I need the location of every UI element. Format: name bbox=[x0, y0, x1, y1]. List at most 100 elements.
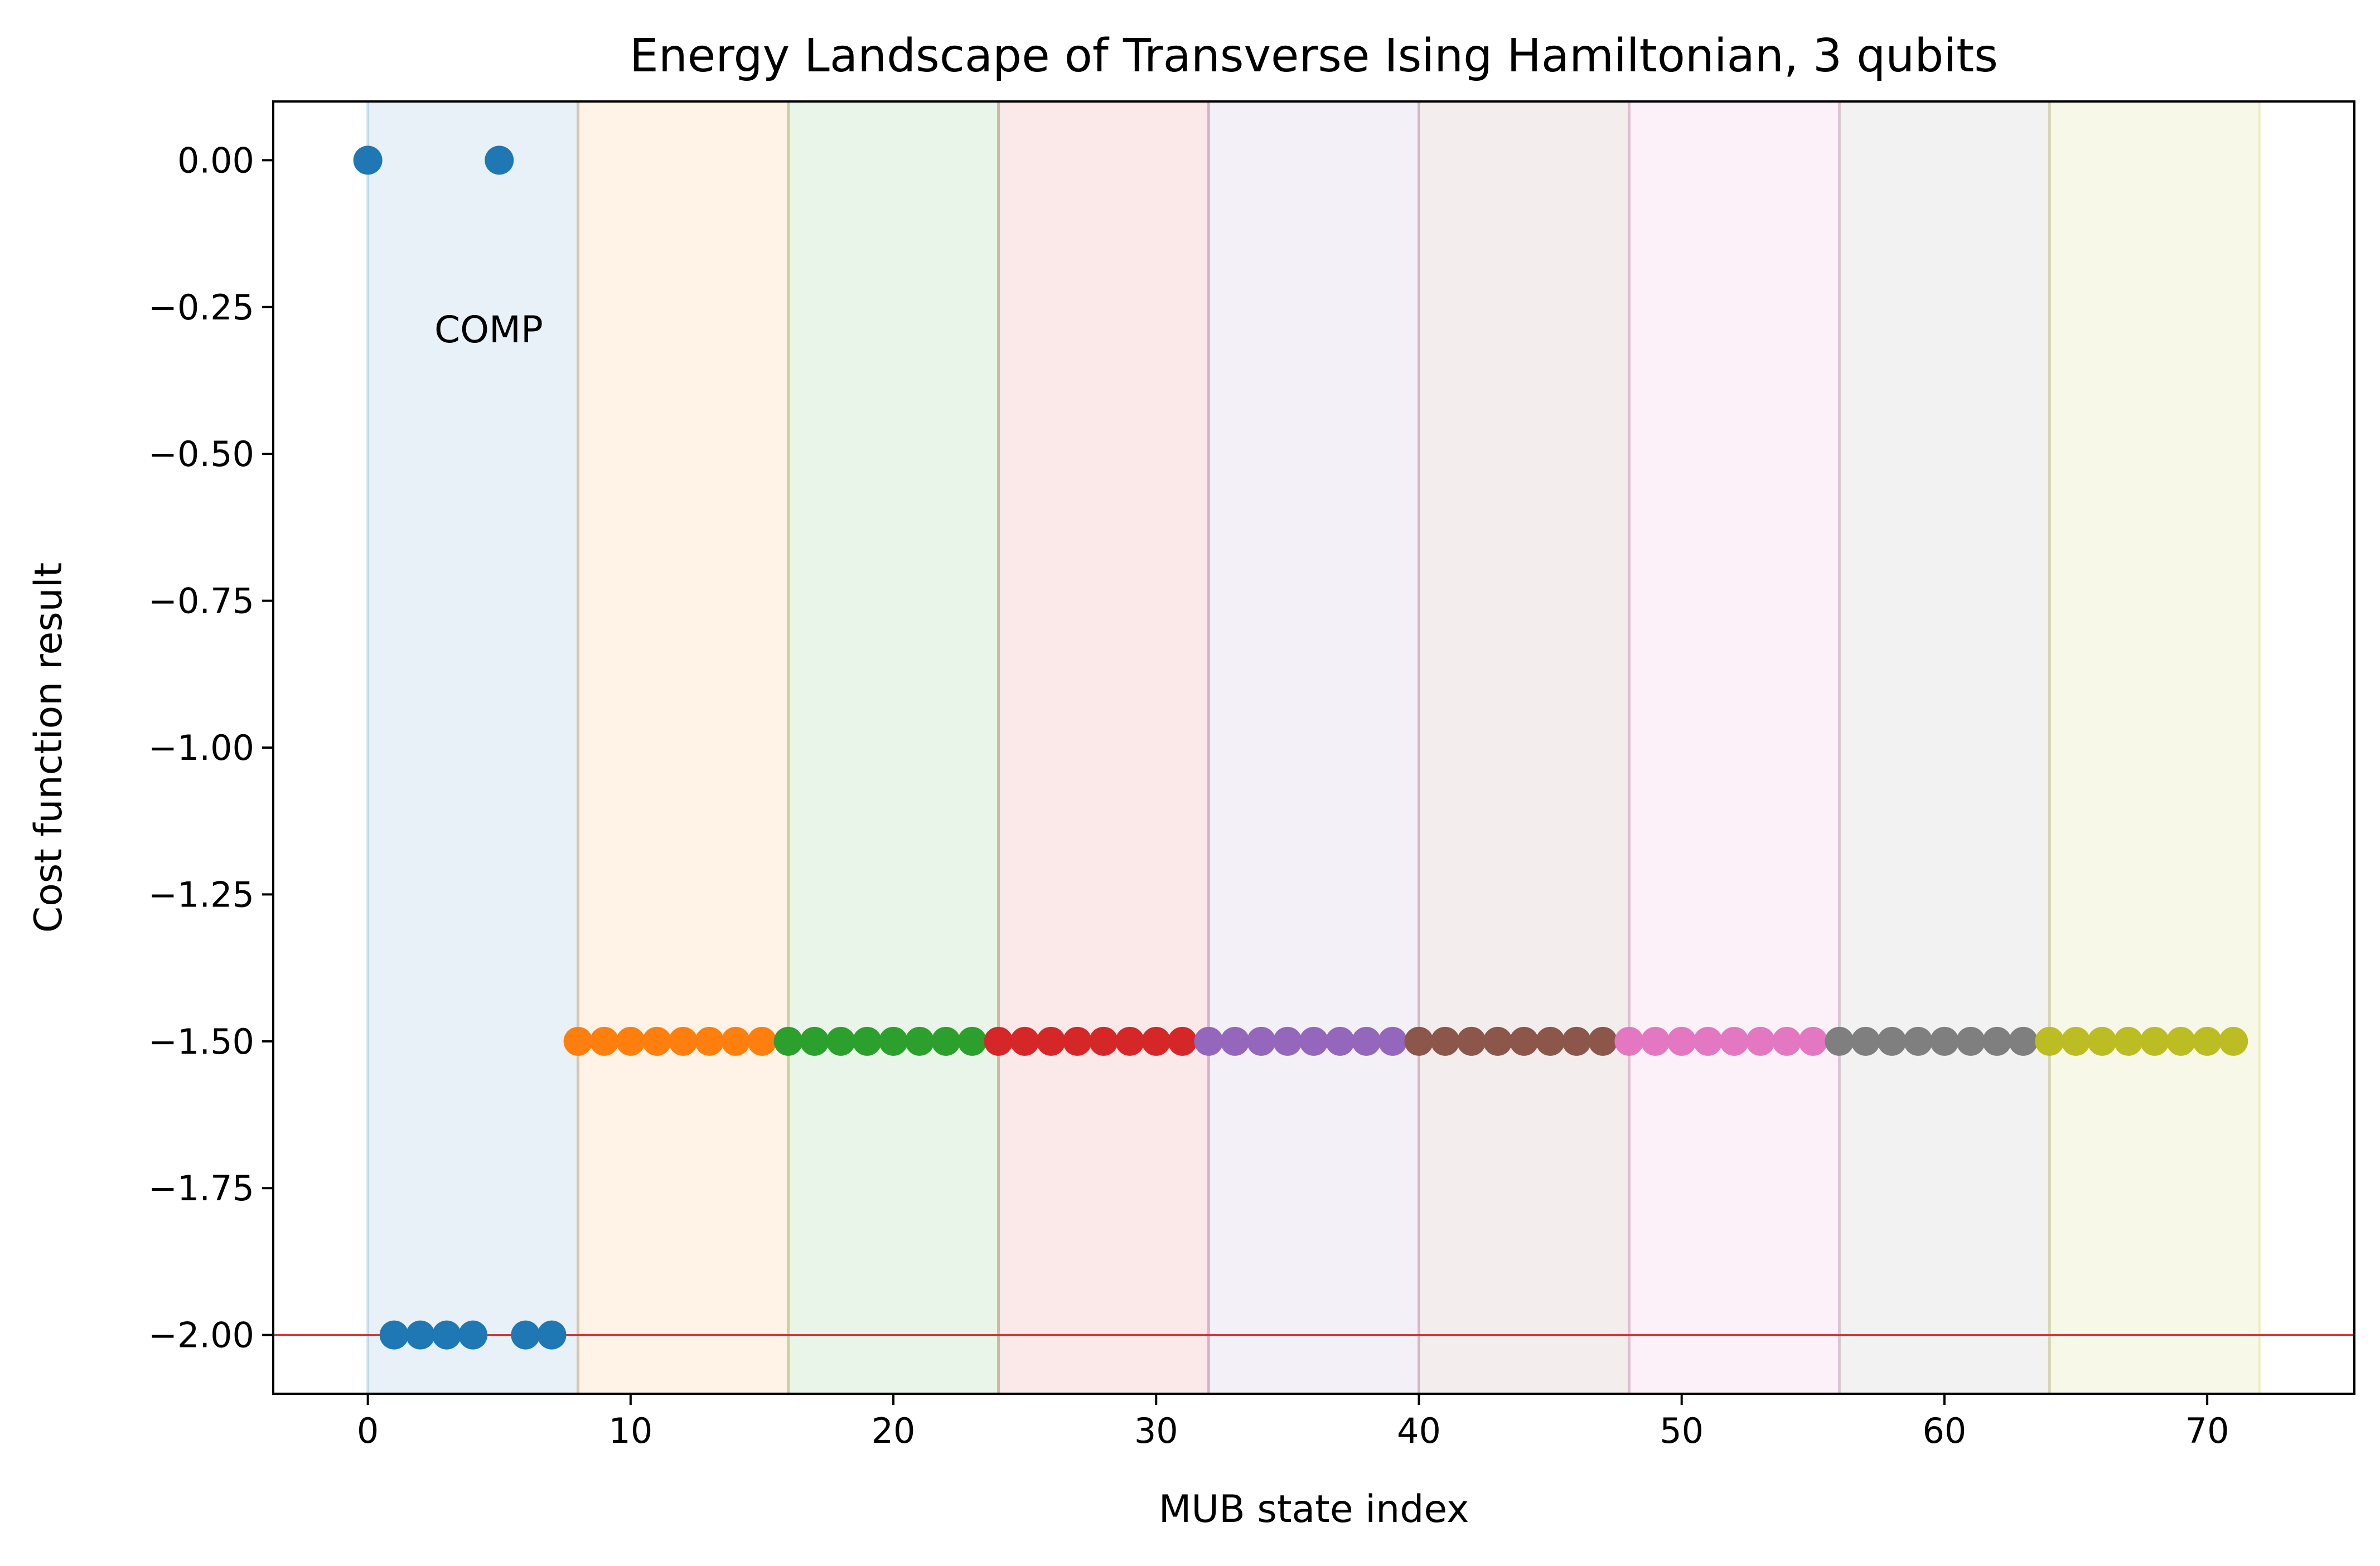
band-3 bbox=[998, 101, 1209, 1394]
x-axis-label: MUB state index bbox=[1159, 1487, 1469, 1531]
data-point-0-5 bbox=[485, 146, 514, 175]
data-point-8-0 bbox=[2035, 1026, 2064, 1056]
data-point-8-6 bbox=[2193, 1026, 2222, 1056]
data-point-5-1 bbox=[1430, 1026, 1460, 1056]
data-point-7-4 bbox=[1929, 1026, 1959, 1056]
data-point-3-1 bbox=[1010, 1026, 1039, 1056]
y-axis: 0.00 −0.25 −0.50 −0.75 −1.00 −1.25 −1.50 −1.75 −… bbox=[148, 140, 273, 1356]
y-tick-label-5: −1.25 bbox=[148, 874, 254, 915]
data-point-5-4 bbox=[1509, 1026, 1539, 1056]
data-point-4-3 bbox=[1273, 1026, 1302, 1056]
band-layer bbox=[367, 101, 2260, 1394]
data-point-6-4 bbox=[1719, 1026, 1749, 1056]
data-point-6-6 bbox=[1772, 1026, 1802, 1056]
data-point-2-3 bbox=[852, 1026, 882, 1056]
data-point-7-3 bbox=[1903, 1026, 1933, 1056]
data-point-5-3 bbox=[1483, 1026, 1512, 1056]
data-point-8-3 bbox=[2113, 1026, 2143, 1056]
y-tick-label-2: −0.50 bbox=[148, 434, 254, 474]
data-point-7-5 bbox=[1956, 1026, 1986, 1056]
data-point-7-2 bbox=[1877, 1026, 1907, 1056]
band-0 bbox=[367, 101, 578, 1394]
band-8 bbox=[2049, 101, 2260, 1394]
data-point-0-0 bbox=[353, 146, 383, 175]
data-point-7-0 bbox=[1825, 1026, 1854, 1056]
data-point-2-0 bbox=[773, 1026, 803, 1056]
data-point-4-1 bbox=[1220, 1026, 1250, 1056]
data-point-1-5 bbox=[695, 1026, 724, 1056]
y-tick-label-0: 0.00 bbox=[177, 140, 254, 181]
y-axis-label: Cost function result bbox=[27, 563, 71, 933]
data-point-1-6 bbox=[721, 1026, 751, 1056]
data-point-7-1 bbox=[1851, 1026, 1880, 1056]
band-1 bbox=[578, 101, 789, 1394]
data-point-1-0 bbox=[563, 1026, 593, 1056]
data-point-2-2 bbox=[826, 1026, 855, 1056]
data-point-8-4 bbox=[2140, 1026, 2169, 1056]
data-point-8-7 bbox=[2219, 1026, 2248, 1056]
x-tick-label-7: 70 bbox=[2185, 1410, 2229, 1451]
band-4 bbox=[1208, 101, 1419, 1394]
data-point-2-1 bbox=[800, 1026, 829, 1056]
data-point-6-0 bbox=[1614, 1026, 1644, 1056]
data-point-0-1 bbox=[379, 1320, 409, 1350]
data-point-1-1 bbox=[589, 1026, 619, 1056]
data-point-6-5 bbox=[1746, 1026, 1776, 1056]
data-point-8-1 bbox=[2061, 1026, 2091, 1056]
chart-title: Energy Landscape of Transverse Ising Ham… bbox=[630, 30, 1998, 83]
data-point-3-2 bbox=[1036, 1026, 1066, 1056]
x-tick-label-1: 10 bbox=[608, 1410, 652, 1451]
band-5 bbox=[1419, 101, 1629, 1394]
data-point-0-6 bbox=[511, 1320, 540, 1350]
data-point-6-3 bbox=[1693, 1026, 1723, 1056]
data-point-3-0 bbox=[984, 1026, 1013, 1056]
x-tick-label-4: 40 bbox=[1397, 1410, 1441, 1451]
data-point-4-0 bbox=[1194, 1026, 1223, 1056]
data-point-7-6 bbox=[1982, 1026, 2012, 1056]
data-point-5-6 bbox=[1562, 1026, 1591, 1056]
x-axis: 0 10 20 30 40 50 60 70 bbox=[357, 1394, 2229, 1451]
band-7 bbox=[1839, 101, 2050, 1394]
annotation-comp: COMP bbox=[434, 308, 543, 351]
x-tick-label-5: 50 bbox=[1660, 1410, 1704, 1451]
data-point-4-7 bbox=[1378, 1026, 1407, 1056]
data-point-0-2 bbox=[405, 1320, 435, 1350]
data-point-4-6 bbox=[1352, 1026, 1381, 1056]
data-point-6-2 bbox=[1667, 1026, 1696, 1056]
data-point-4-2 bbox=[1246, 1026, 1276, 1056]
data-point-3-6 bbox=[1141, 1026, 1171, 1056]
band-edge-layer bbox=[366, 101, 2261, 1394]
data-point-6-7 bbox=[1798, 1026, 1828, 1056]
data-point-5-0 bbox=[1404, 1026, 1434, 1056]
data-point-1-7 bbox=[747, 1026, 777, 1056]
x-tick-label-6: 60 bbox=[1922, 1410, 1966, 1451]
data-point-8-2 bbox=[2087, 1026, 2117, 1056]
y-tick-label-3: −0.75 bbox=[148, 581, 254, 622]
data-point-3-4 bbox=[1089, 1026, 1119, 1056]
band-2 bbox=[788, 101, 999, 1394]
data-point-3-5 bbox=[1115, 1026, 1145, 1056]
data-point-1-4 bbox=[669, 1026, 698, 1056]
data-point-6-1 bbox=[1641, 1026, 1670, 1056]
data-point-0-3 bbox=[432, 1320, 461, 1350]
data-point-2-5 bbox=[905, 1026, 935, 1056]
y-tick-label-1: −0.25 bbox=[148, 287, 254, 328]
y-tick-label-7: −1.75 bbox=[148, 1168, 254, 1209]
data-point-5-5 bbox=[1536, 1026, 1565, 1056]
data-point-2-6 bbox=[931, 1026, 961, 1056]
band-6 bbox=[1629, 101, 1840, 1394]
y-tick-label-8: −2.00 bbox=[148, 1315, 254, 1356]
data-point-1-2 bbox=[616, 1026, 645, 1056]
data-point-4-5 bbox=[1326, 1026, 1355, 1056]
data-point-2-7 bbox=[957, 1026, 987, 1056]
data-point-3-7 bbox=[1168, 1026, 1197, 1056]
y-tick-label-4: −1.00 bbox=[148, 728, 254, 768]
data-point-8-5 bbox=[2166, 1026, 2195, 1056]
x-tick-label-0: 0 bbox=[357, 1410, 379, 1451]
data-point-7-7 bbox=[2009, 1026, 2038, 1056]
data-point-5-7 bbox=[1588, 1026, 1618, 1056]
data-point-0-4 bbox=[458, 1320, 488, 1350]
data-point-5-2 bbox=[1457, 1026, 1486, 1056]
